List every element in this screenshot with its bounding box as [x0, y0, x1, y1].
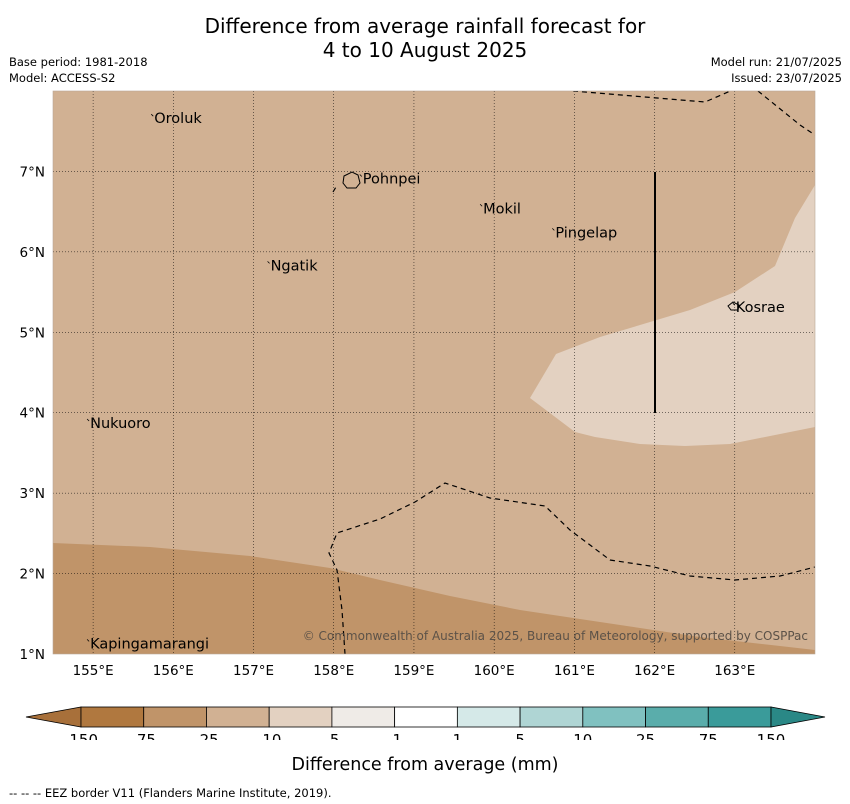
- longitude-tick-label: 159°E: [393, 663, 434, 679]
- region-minus-10-to-5: [530, 185, 815, 446]
- colorbar-swatch: [143, 706, 207, 728]
- place-marker: [359, 174, 363, 177]
- place-label-kapingamarangi: Kapingamarangi: [90, 636, 209, 652]
- colorbar-swatch: [582, 706, 646, 728]
- map-title: Difference from average rainfall forecas…: [0, 14, 850, 62]
- title-line-2: 4 to 10 August 2025: [322, 38, 528, 62]
- base-period: Base period: 1981-2018: [9, 55, 148, 69]
- colorbar-swatch: [519, 706, 584, 728]
- colorbar-swatch: [331, 706, 396, 728]
- colorbar-tick-label: -25: [194, 731, 219, 740]
- longitude-tick-label: 163°E: [714, 663, 755, 679]
- place-marker: [86, 418, 90, 422]
- colorbar: -150 -75 -25 -10 -5 -1 1 5 10 25 75 150: [25, 706, 826, 740]
- longitude-tick-label: 162°E: [634, 663, 675, 679]
- longitude-tick-label: 158°E: [313, 663, 354, 679]
- place-label-mokil: Mokil: [483, 201, 521, 217]
- colorbar-swatch: [456, 706, 521, 728]
- kosrae-island-outline: [727, 301, 740, 311]
- colorbar-tick-label: -10: [257, 731, 282, 740]
- place-labels: Oroluk Pohnpei Mokil Pingelap Ngatik Kosrae Nu…: [86, 111, 785, 652]
- latitude-tick-label: 7°N: [20, 164, 45, 180]
- latitude-tick-label: 6°N: [20, 245, 45, 261]
- colorbar-tick-label: -150: [64, 731, 98, 740]
- place-marker: [267, 261, 270, 264]
- meta-left: Base period: 1981-2018 Model: ACCESS-S2: [9, 54, 148, 86]
- longitude-tick-label: 155°E: [73, 663, 114, 679]
- colorbar-extend-high: [770, 706, 826, 728]
- meta-right: Model run: 21/07/2025 Issued: 23/07/2025: [711, 54, 842, 86]
- colorbar-tick-label: -75: [131, 731, 156, 740]
- place-label-kosrae: Kosrae: [736, 300, 785, 316]
- graticule: [53, 91, 815, 654]
- longitude-tick-label: 161°E: [554, 663, 595, 679]
- colorbar-label: Difference from average (mm): [291, 755, 559, 775]
- colorbar-tick-label: 1: [453, 731, 463, 740]
- colorbar-tick-label: 75: [699, 731, 718, 740]
- colorbar-tick-label: -5: [324, 731, 339, 740]
- issued-date: Issued: 23/07/2025: [731, 71, 842, 85]
- colorbar-extend-low: [25, 706, 82, 728]
- latitude-ticks: 7°N 6°N 5°N 4°N 3°N 2°N 1°N: [20, 164, 45, 663]
- latitude-tick-label: 4°N: [20, 406, 45, 422]
- colorbar-swatch: [80, 706, 145, 728]
- place-label-nukuoro: Nukuoro: [90, 416, 151, 432]
- place-label-pohnpei: Pohnpei: [363, 171, 421, 187]
- eez-border-north: [572, 91, 732, 103]
- colorbar-swatch: [206, 706, 270, 728]
- map-frame: [52, 90, 816, 655]
- colorbar-tick-label: 10: [573, 731, 592, 740]
- latitude-tick-label: 5°N: [20, 325, 45, 341]
- place-marker: [732, 302, 736, 306]
- longitude-tick-label: 160°E: [474, 663, 515, 679]
- map-figure: Oroluk Pohnpei Mokil Pingelap Ngatik Kosrae Nu…: [20, 90, 826, 740]
- colorbar-tick-label: 5: [515, 731, 525, 740]
- eez-border-pohnpei-fragment: [332, 186, 337, 193]
- eez-border-northeast: [757, 91, 815, 136]
- eez-legend-note: -- -- -- EEZ border V11 (Flanders Marine…: [9, 786, 332, 800]
- latitude-tick-label: 2°N: [20, 567, 45, 583]
- place-label-pingelap: Pingelap: [555, 225, 617, 241]
- model-name: Model: ACCESS-S2: [9, 71, 116, 85]
- colorbar-swatch: [707, 706, 772, 728]
- latitude-tick-label: 1°N: [20, 647, 45, 663]
- place-label-oroluk: Oroluk: [154, 111, 202, 127]
- place-marker: [479, 203, 483, 207]
- region-minus-75-to-25: [53, 543, 815, 654]
- colorbar-swatch: [394, 706, 458, 728]
- copyright-text: © Commonwealth of Australia 2025, Bureau…: [303, 629, 808, 643]
- longitude-tick-label: 157°E: [233, 663, 274, 679]
- place-marker: [552, 228, 555, 231]
- colorbar-tick-label: 25: [636, 731, 655, 740]
- colorbar-tick-label: 150: [757, 731, 786, 740]
- place-marker: [86, 639, 90, 642]
- place-marker: [150, 113, 154, 117]
- eez-borders: [328, 91, 815, 654]
- model-run: Model run: 21/07/2025: [710, 55, 842, 69]
- colorbar-tick-label: -1: [387, 731, 402, 740]
- pohnpei-island-outline: [342, 171, 361, 189]
- colorbar-swatch: [268, 706, 333, 728]
- longitude-ticks: 155°E 156°E 157°E 158°E 159°E 160°E 161°E 162°E…: [73, 663, 756, 679]
- eez-border-south: [328, 482, 815, 654]
- longitude-tick-label: 156°E: [153, 663, 194, 679]
- latitude-tick-label: 3°N: [20, 486, 45, 502]
- map-plot: Oroluk Pohnpei Mokil Pingelap Ngatik Kosrae Nu…: [53, 91, 815, 654]
- colorbar-swatch: [645, 706, 709, 728]
- place-label-ngatik: Ngatik: [271, 258, 319, 274]
- title-line-1: Difference from average rainfall forecas…: [204, 14, 646, 38]
